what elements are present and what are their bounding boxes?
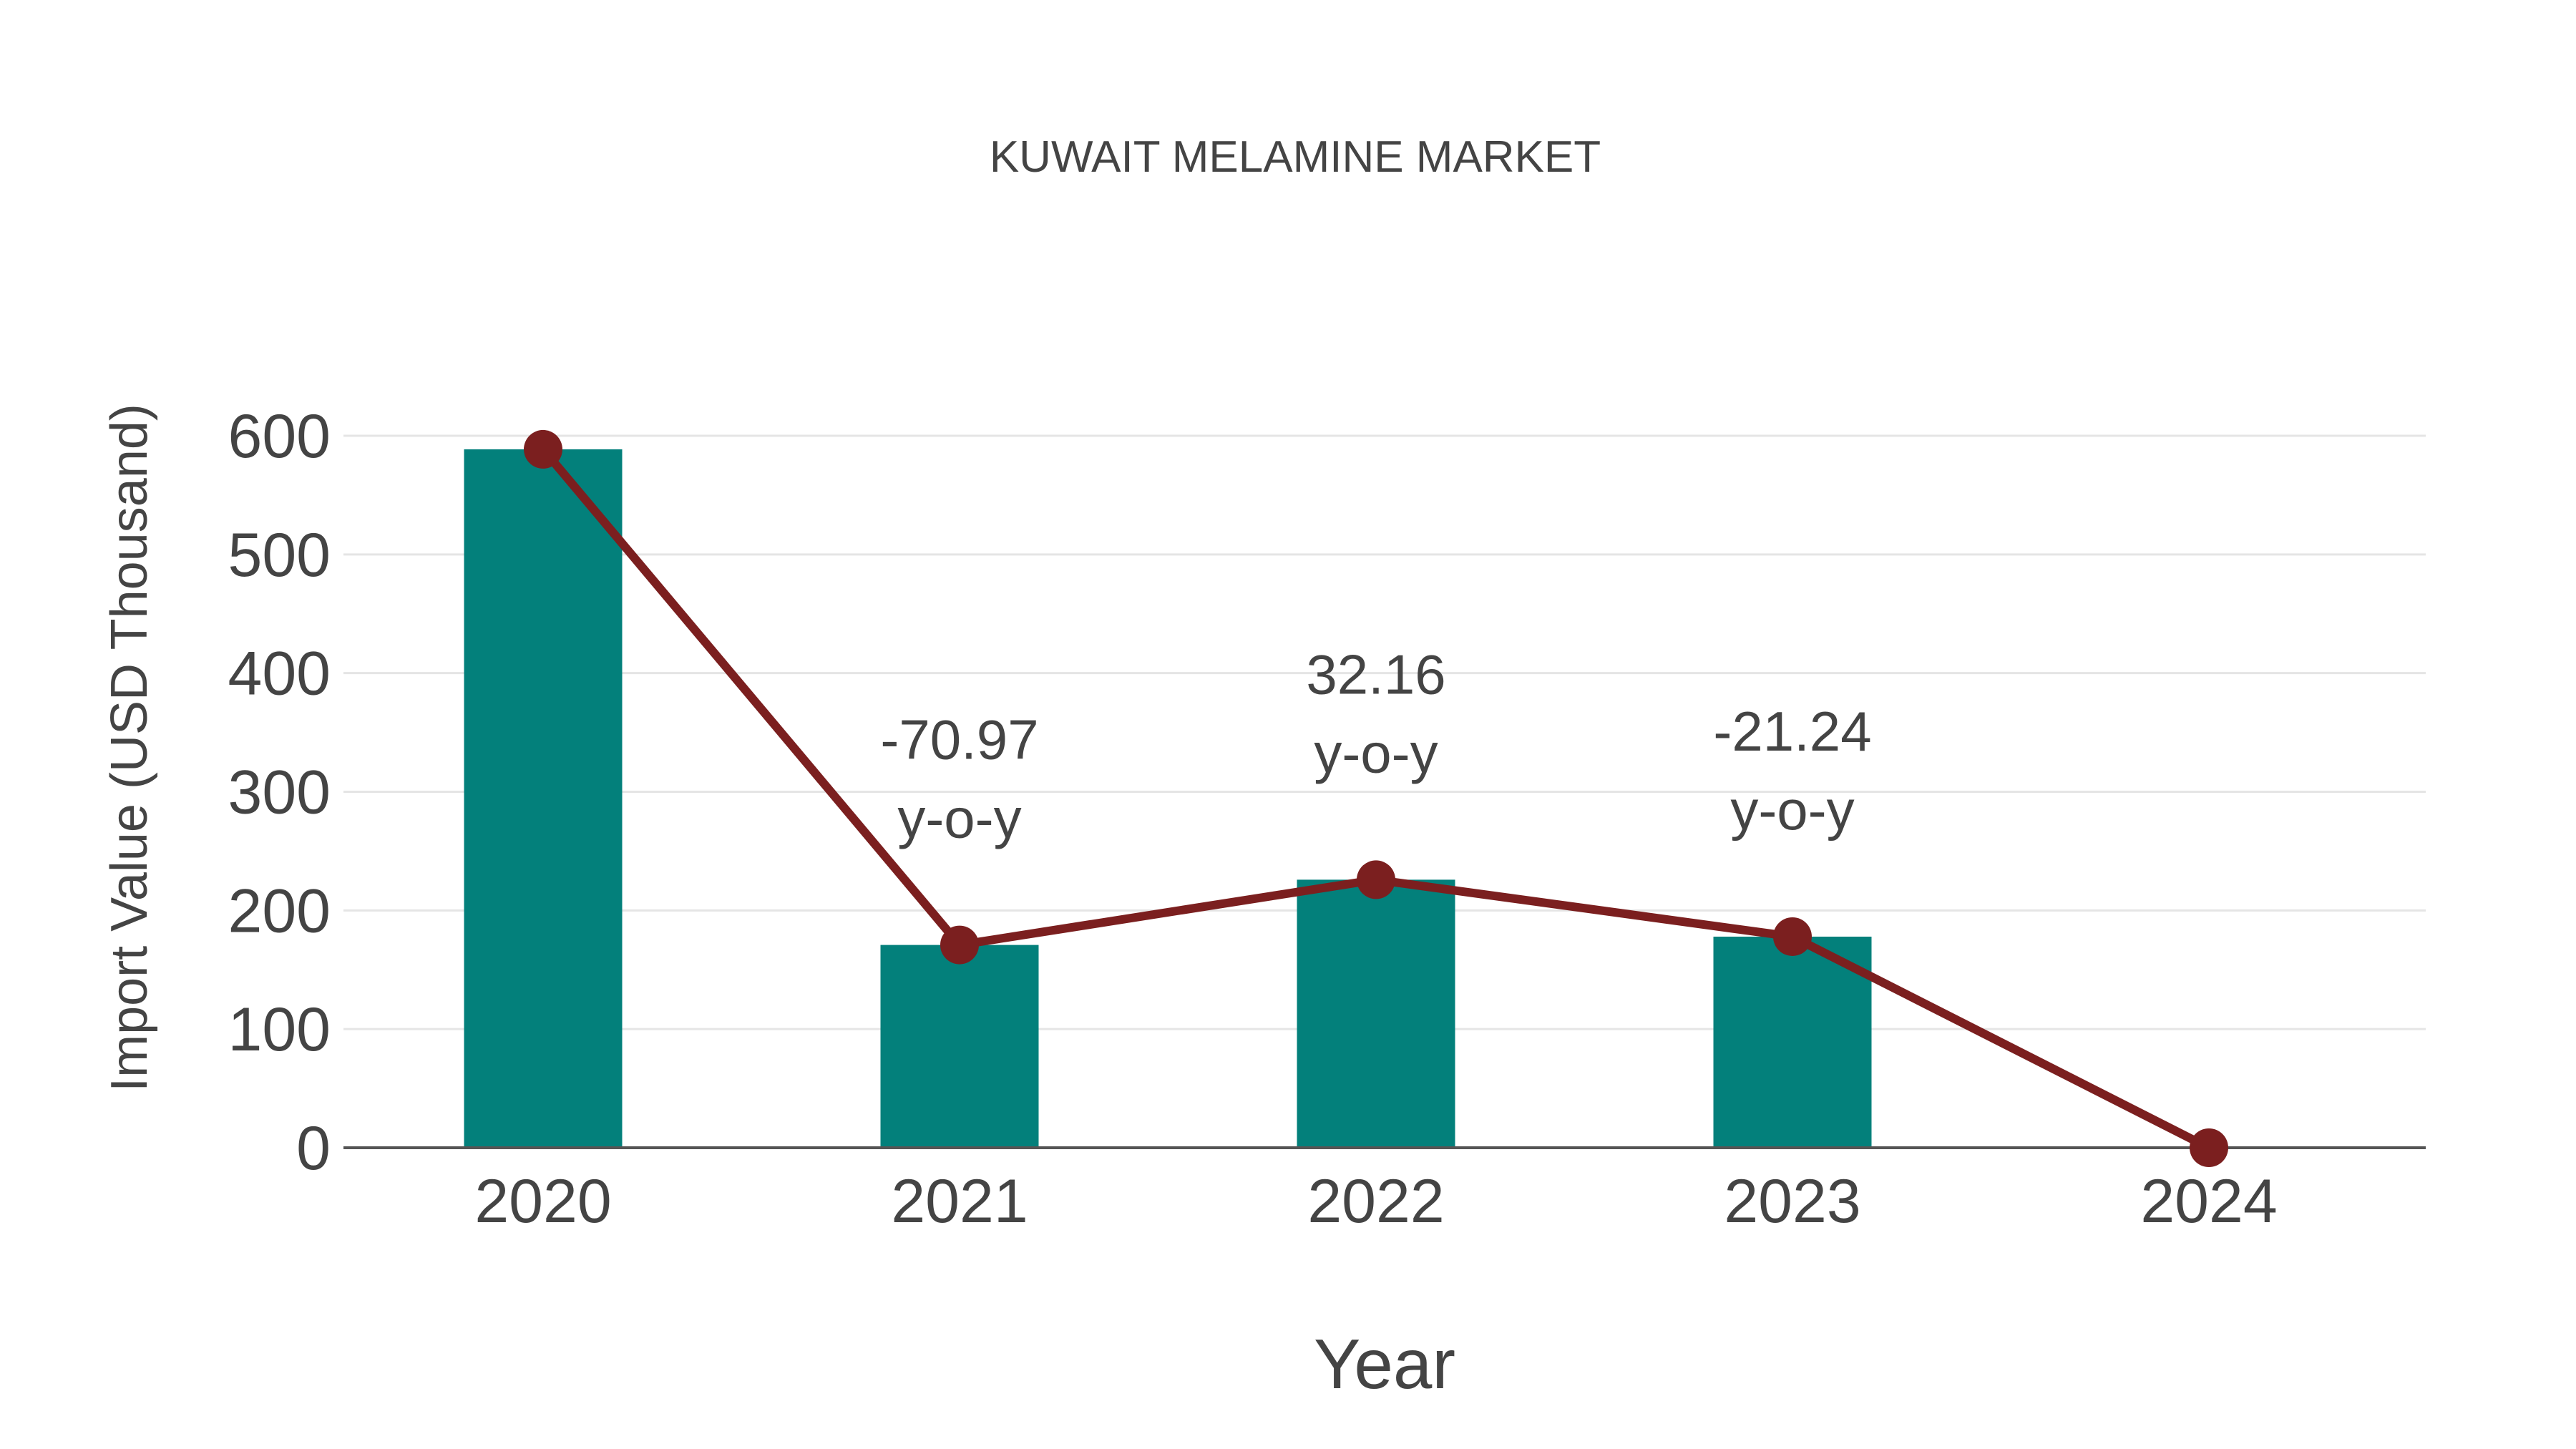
x-axis-title: Year bbox=[1314, 1324, 1455, 1403]
x-axis-ticks: 2020 2021 2022 2023 2024 bbox=[474, 1167, 2277, 1236]
y-axis-title: Import Value (USD Thousand) bbox=[101, 404, 158, 1092]
line-marker bbox=[1357, 860, 1395, 899]
yoy-suffix: y-o-y bbox=[1314, 721, 1438, 784]
x-tick-label: 2023 bbox=[1724, 1167, 1860, 1236]
y-tick-label: 400 bbox=[228, 640, 331, 708]
bar bbox=[464, 449, 623, 1148]
yoy-value: -21.24 bbox=[1713, 700, 1871, 763]
y-tick-label: 200 bbox=[228, 877, 331, 945]
gridlines bbox=[343, 434, 2426, 1030]
y-tick-label: 0 bbox=[296, 1114, 331, 1183]
yoy-value: -70.97 bbox=[880, 708, 1038, 771]
x-tick-label: 2020 bbox=[474, 1167, 611, 1236]
yoy-value: 32.16 bbox=[1306, 643, 1445, 706]
x-tick-label: 2022 bbox=[1307, 1167, 1444, 1236]
bar-series bbox=[464, 449, 1872, 1148]
bar bbox=[880, 945, 1039, 1148]
chart-title: KUWAIT MELAMINE MARKET bbox=[990, 132, 1601, 182]
yoy-suffix: y-o-y bbox=[897, 787, 1021, 850]
bar bbox=[1713, 936, 1872, 1148]
yoy-annotations: -70.97 y-o-y 32.16 y-o-y -21.24 y-o-y bbox=[880, 643, 1871, 849]
yoy-suffix: y-o-y bbox=[1730, 779, 1854, 841]
y-axis-ticks: 0 100 200 300 400 500 600 bbox=[228, 402, 331, 1183]
y-tick-label: 500 bbox=[228, 521, 331, 590]
trend-line-series bbox=[524, 429, 2228, 1167]
y-tick-label: 300 bbox=[228, 758, 331, 827]
x-tick-label: 2021 bbox=[891, 1167, 1028, 1236]
y-tick-label: 600 bbox=[228, 402, 331, 471]
line-marker bbox=[2190, 1128, 2228, 1167]
x-tick-label: 2024 bbox=[2140, 1167, 2277, 1236]
line-marker bbox=[524, 429, 562, 469]
bar bbox=[1297, 879, 1455, 1148]
line-marker bbox=[940, 925, 979, 965]
y-tick-label: 100 bbox=[228, 995, 331, 1064]
line-marker bbox=[1773, 917, 1812, 956]
